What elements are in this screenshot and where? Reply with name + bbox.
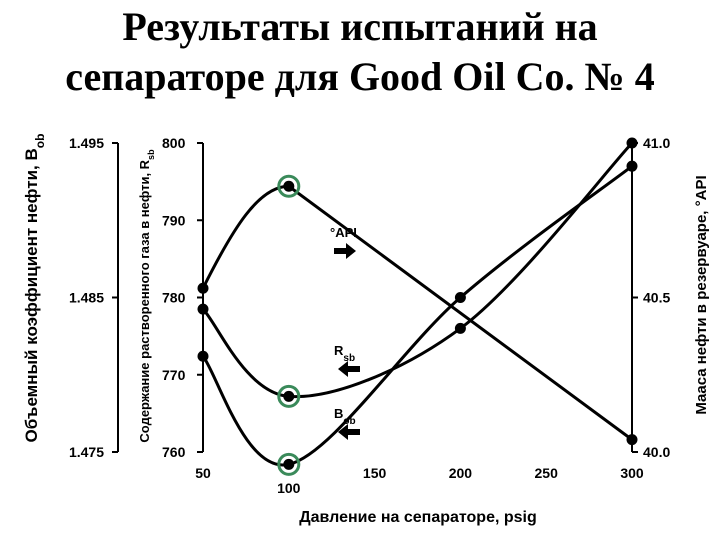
chart-title-line-1: Результаты испытаний на [122, 4, 598, 49]
api-tick-label: 40.5 [643, 290, 670, 306]
axes-layer: 1.495 1.485 1.475 800 790 780 770 760 41.0 40.5 40… [69, 135, 671, 496]
bob-axis-label: Объемный коэффициент нефти, Bob [22, 134, 47, 443]
series-line-api [201, 184, 633, 441]
series-annotation-main: R [334, 343, 344, 358]
rsb-tick-label: 780 [162, 290, 186, 306]
data-point-bob [197, 350, 209, 362]
chart-title-line-2: сепараторе для Good Oil Co. № 4 [65, 54, 655, 99]
rsb-tick-label: 800 [162, 135, 186, 151]
data-point-rsb [283, 390, 295, 402]
x-axis-label: Давление на сепараторе, psig [299, 509, 537, 526]
data-point-api [197, 282, 209, 294]
x-tick-label: 300 [620, 465, 644, 481]
data-point-rsb [626, 137, 638, 149]
chart-title: Результаты испытаний на сепараторе для G… [0, 2, 720, 102]
data-point-rsb [454, 322, 466, 334]
rsb-tick-label: 790 [162, 212, 186, 228]
data-point-api [283, 180, 295, 192]
series-line-rsb [201, 141, 634, 399]
api-axis-label-main: Мааса нефти в резервуаре, °API [693, 175, 710, 414]
series-annotation-rsb: Rsb [334, 343, 355, 364]
series-annotation-main: °API [330, 225, 357, 240]
bob-tick-label: 1.495 [69, 135, 104, 151]
series-layer [201, 141, 634, 467]
label-layer: Давление на сепараторе, psig Объемный коэ… [22, 134, 710, 526]
series-line-bob [201, 164, 633, 467]
x-tick-label: 200 [449, 465, 473, 481]
rsb-axis-label-main: Содержание растворенного газа в нефти, R [137, 159, 152, 442]
rsb-axis-label-subscript: sb [146, 149, 156, 160]
series-annotation-main: B [334, 406, 343, 421]
x-tick-label: 50 [195, 465, 211, 481]
bob-tick-label: 1.485 [69, 290, 104, 306]
api-tick-label: 41.0 [643, 135, 670, 151]
data-point-bob [626, 160, 638, 172]
rsb-tick-label: 770 [162, 367, 186, 383]
rsb-tick-label: 760 [162, 444, 186, 460]
data-point-api [626, 434, 638, 446]
marker-layer [197, 137, 638, 476]
series-annotation-subscript: sb [343, 353, 355, 364]
bob-axis-label-subscript: ob [33, 134, 47, 149]
highlight-ring-api [277, 174, 301, 198]
rsb-axis-label: Содержание растворенного газа в нефти, R… [137, 149, 156, 443]
highlight-ring-rsb [277, 384, 301, 408]
arrow-right-icon [334, 243, 356, 259]
data-point-bob [454, 292, 466, 303]
data-point-rsb [197, 303, 209, 315]
bob-tick-label: 1.475 [69, 444, 104, 460]
series-annotation-api: °API [330, 225, 357, 240]
series-annotation-subscript: ob [343, 416, 355, 427]
x-tick-label: 250 [535, 465, 559, 481]
data-point-bob [283, 458, 295, 470]
x-tick-label: 100 [277, 480, 301, 496]
arrow-left-icon [338, 424, 360, 440]
arrow-left-icon [338, 361, 360, 377]
api-axis-label: Мааса нефти в резервуаре, °API [693, 175, 710, 414]
series-annotation-bob: Bob [334, 406, 356, 427]
api-tick-label: 40.0 [643, 444, 670, 460]
x-tick-label: 150 [363, 465, 387, 481]
bob-axis-label-main: Объемный коэффициент нефти, B [22, 148, 41, 442]
highlight-ring-bob [277, 452, 301, 476]
